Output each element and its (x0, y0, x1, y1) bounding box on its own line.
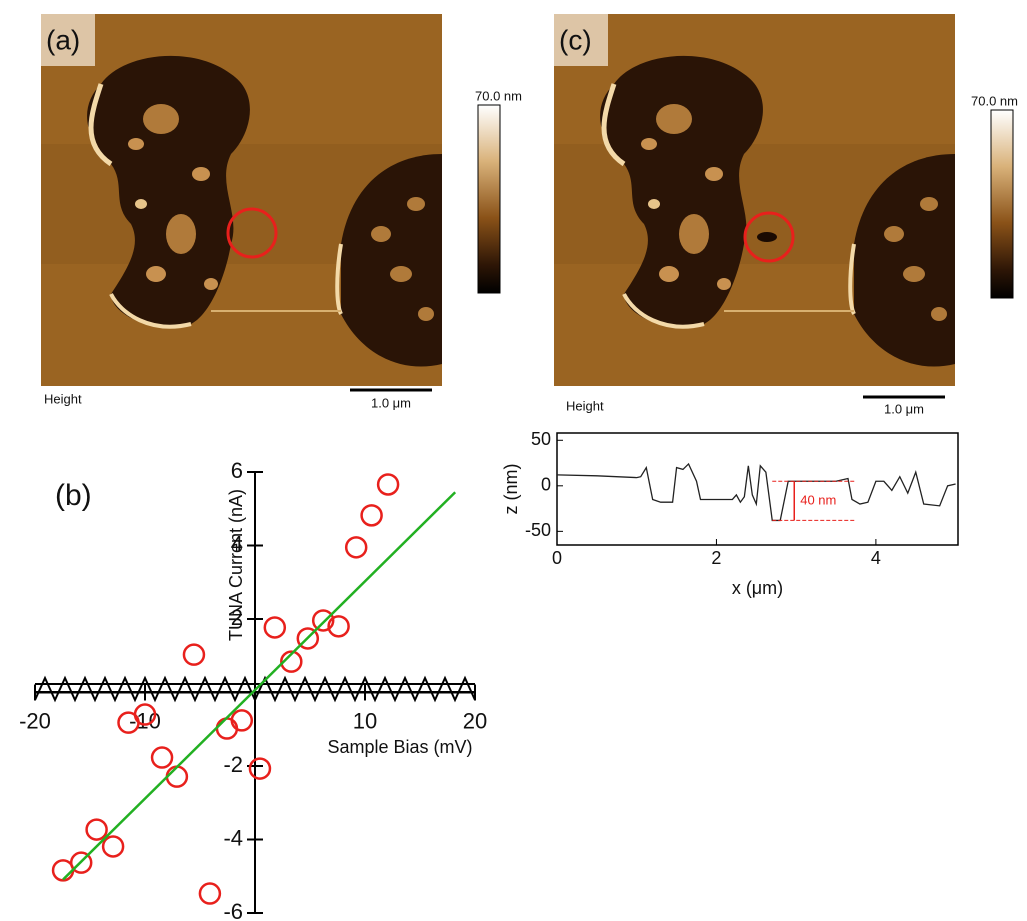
x-axis-label: Sample Bias (mV) (327, 737, 472, 757)
label-bg (41, 14, 95, 66)
y-tick-label: 0 (541, 475, 551, 495)
data-point (85, 818, 108, 841)
y-tick-label: 4 (231, 531, 243, 556)
y-tick-label: -2 (223, 752, 243, 777)
data-point (165, 765, 189, 788)
data-point (376, 473, 400, 496)
data-point (248, 757, 272, 780)
data-point (182, 643, 206, 666)
hole (757, 232, 777, 242)
data-point (133, 703, 157, 726)
marker-circle (743, 211, 795, 263)
data-point (311, 609, 335, 632)
y-tick-label: 6 (231, 458, 243, 483)
annotation-label: 40 nm (800, 492, 836, 507)
x-tick-label: 2 (711, 548, 721, 568)
data-point (101, 835, 125, 858)
caption: Height (566, 398, 604, 413)
data-point (360, 504, 383, 527)
colorbar (990, 109, 1014, 299)
plot-frame (556, 432, 959, 546)
data-point (263, 616, 287, 639)
x-tick-label: 0 (552, 548, 562, 568)
afm-image (554, 14, 955, 386)
y-axis-label: TUNA Current (nA) (226, 489, 246, 641)
data-point (230, 709, 254, 732)
caption: Height (44, 391, 82, 406)
marker-circle (226, 207, 278, 259)
y-tick-label: 2 (231, 605, 243, 630)
label-bg (554, 14, 608, 66)
x-axis-label: x (μm) (732, 578, 783, 598)
data-point (280, 650, 303, 673)
data-point (327, 615, 350, 638)
data-point (215, 717, 239, 740)
data-point (296, 627, 320, 650)
data-point (198, 882, 222, 905)
x-tick-label: 20 (463, 708, 487, 733)
colorbar-label: 70.0 nm (971, 93, 1018, 108)
y-axis-label: z (nm) (501, 464, 521, 515)
x-tick-label: 10 (353, 708, 377, 733)
data-line (62, 491, 457, 881)
x-tick-label: -20 (19, 708, 51, 733)
y-tick-label: -50 (525, 520, 551, 540)
panel-label: (c) (559, 24, 592, 55)
data-line (556, 462, 956, 522)
data-point (150, 746, 174, 769)
scale-bar-label: 1.0 μm (884, 401, 924, 416)
afm-image (41, 14, 442, 386)
y-tick-label: -4 (223, 825, 243, 850)
panel-label: (a) (46, 24, 80, 55)
colorbar (477, 104, 501, 294)
scale-bar-label: 1.0 μm (371, 395, 411, 410)
data-point (344, 536, 368, 559)
x-tick-label: 4 (871, 548, 881, 568)
colorbar-label: 70.0 nm (475, 88, 522, 103)
data-point (69, 851, 93, 874)
y-tick-label: -6 (223, 899, 243, 921)
panel-label: (b) (55, 479, 92, 512)
y-tick-label: 50 (531, 429, 551, 449)
